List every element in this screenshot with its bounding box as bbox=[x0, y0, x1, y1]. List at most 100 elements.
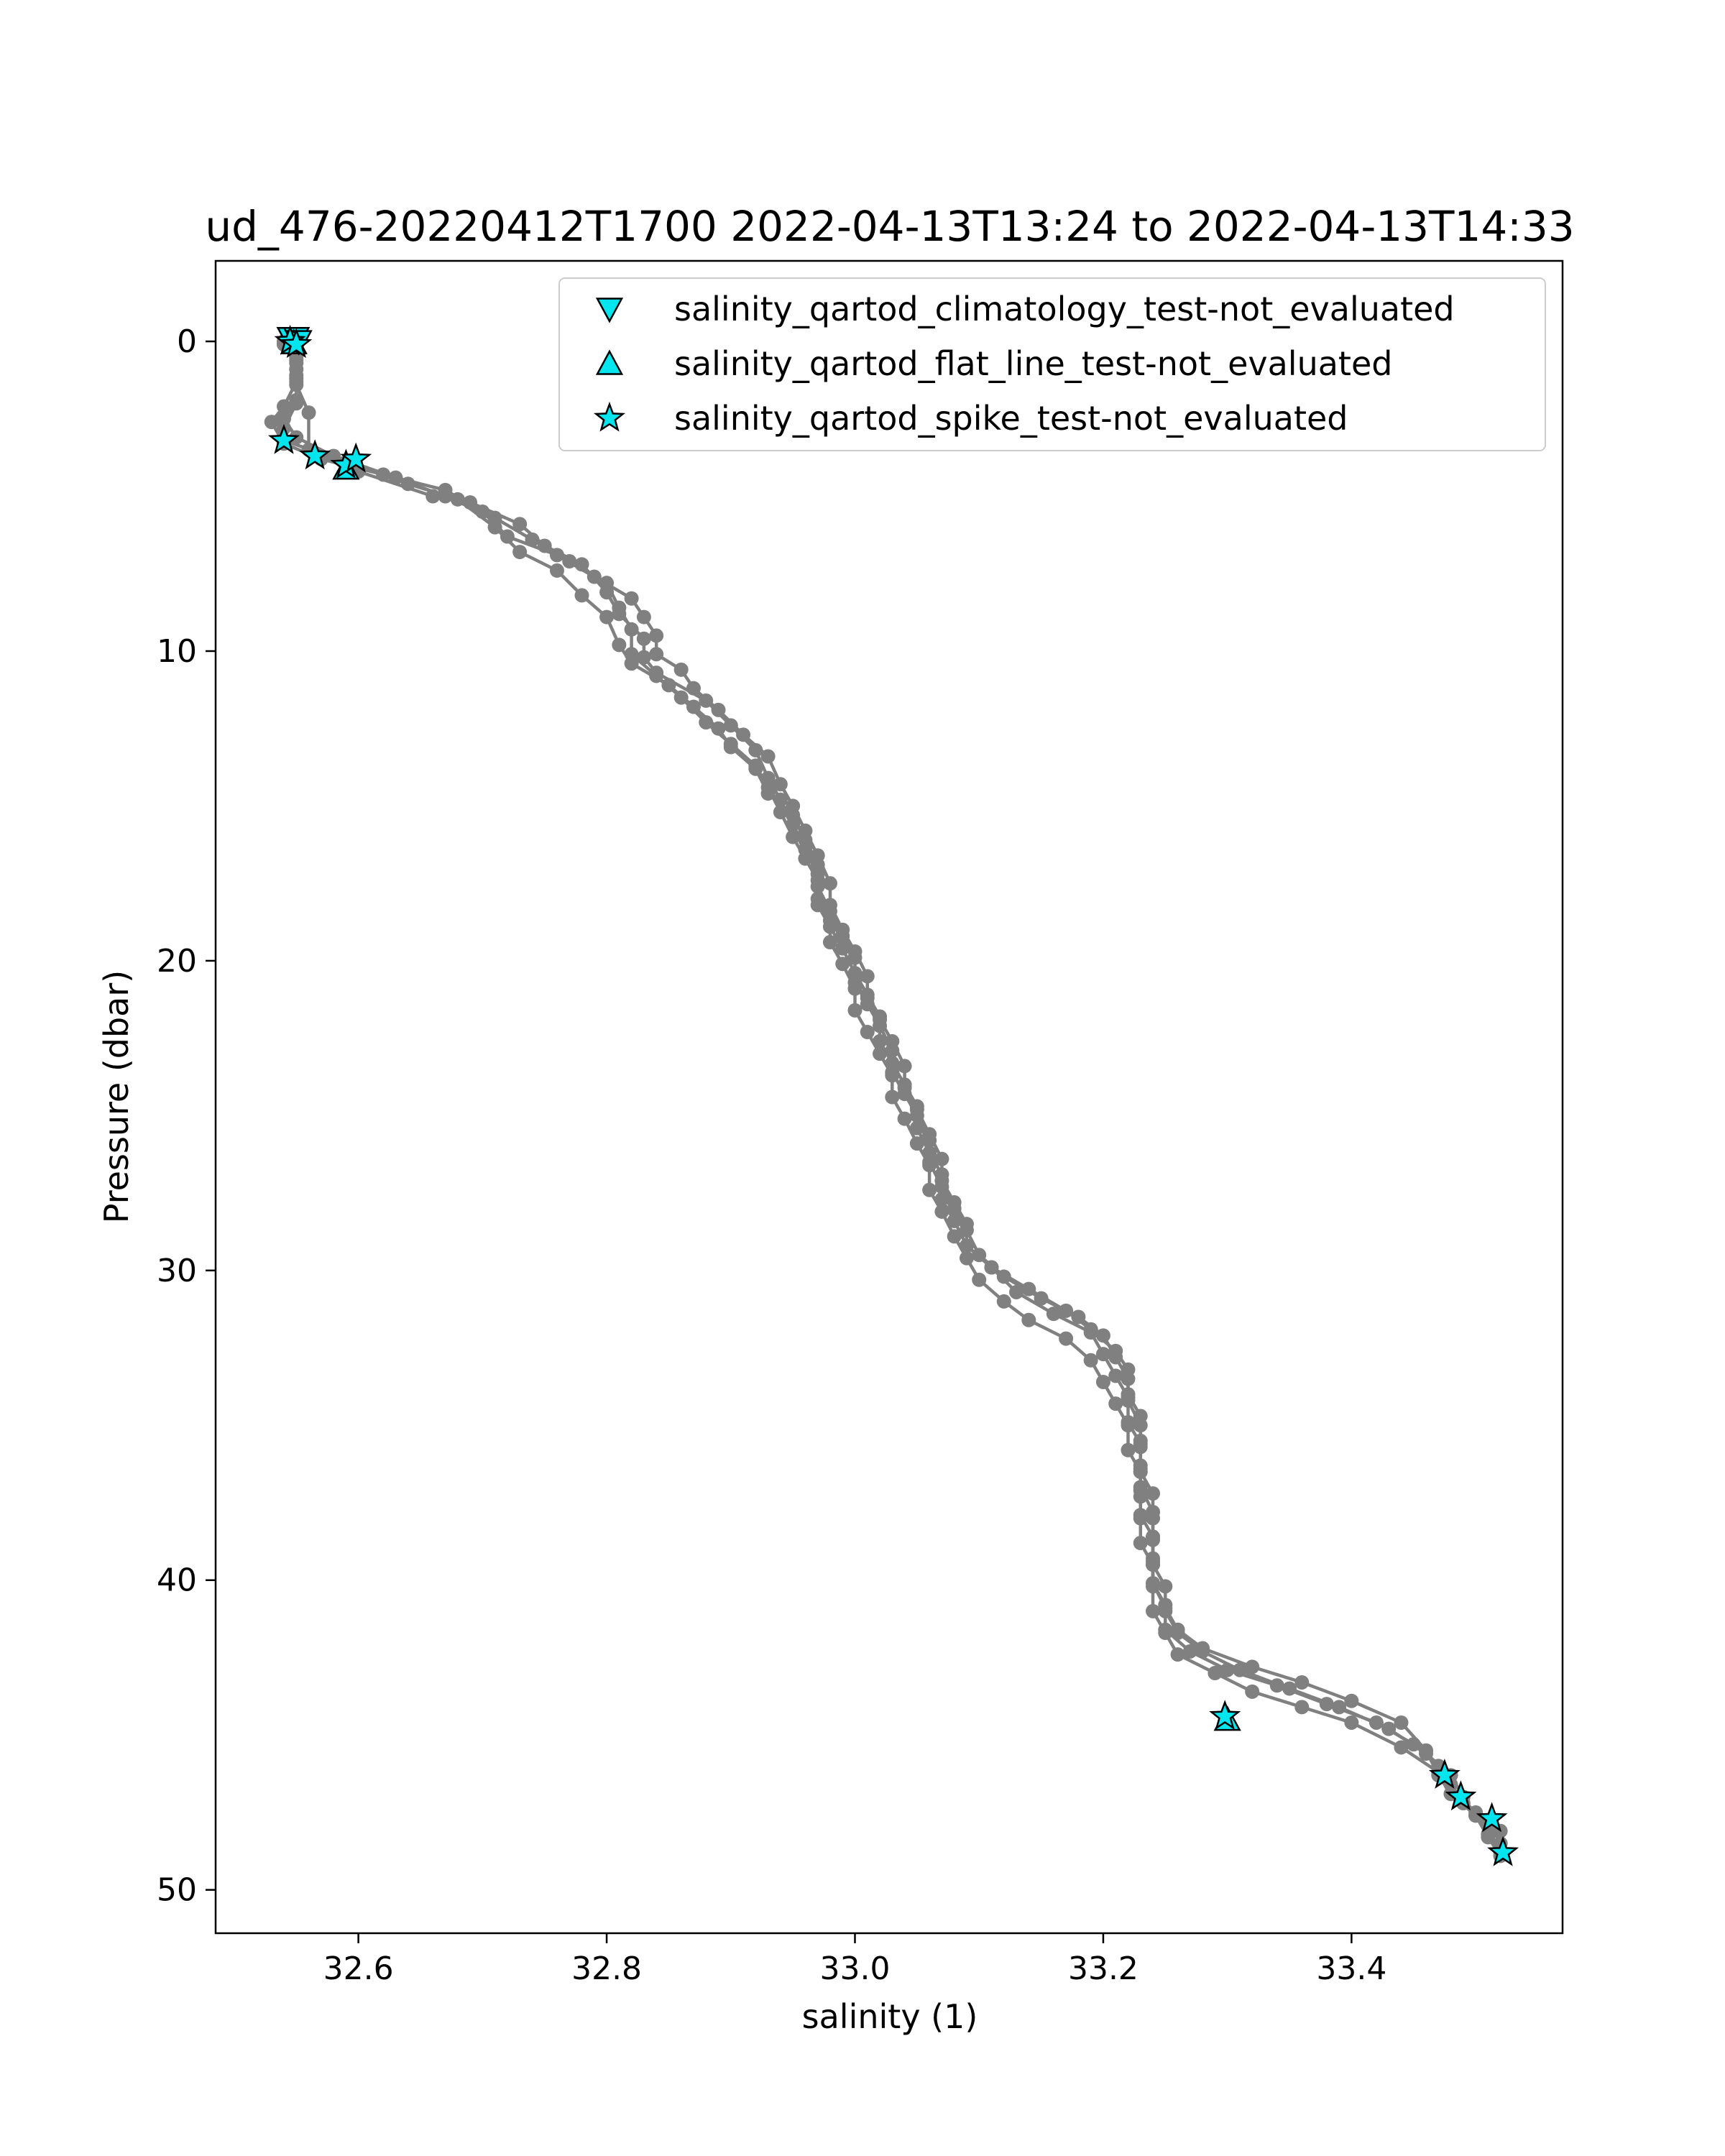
x-axis-label: salinity (1) bbox=[802, 1997, 978, 2036]
profile-point bbox=[1282, 1681, 1297, 1696]
profile-point bbox=[500, 529, 515, 544]
profile-point bbox=[835, 957, 850, 972]
profile-point bbox=[649, 628, 664, 643]
profile-point bbox=[959, 1238, 974, 1253]
legend-marker-triangle-up bbox=[595, 349, 624, 375]
y-tick-label: 0 bbox=[177, 323, 197, 360]
profile-point bbox=[860, 987, 875, 1003]
profile-point bbox=[1059, 1331, 1074, 1346]
profile-point bbox=[847, 966, 862, 981]
x-tick-label: 32.6 bbox=[323, 1950, 394, 1987]
profile-line bbox=[282, 343, 1502, 1857]
profile-point bbox=[264, 415, 279, 430]
profile-point bbox=[649, 647, 664, 662]
profile-point bbox=[810, 872, 825, 888]
profile-point bbox=[1468, 1808, 1484, 1823]
profile-point bbox=[562, 553, 577, 568]
profile-point bbox=[673, 690, 689, 705]
profile-point bbox=[512, 517, 528, 532]
profile-point bbox=[612, 637, 627, 653]
profile-point bbox=[1121, 1414, 1136, 1429]
y-axis-label: Pressure (dbar) bbox=[97, 970, 136, 1223]
profile-point bbox=[922, 1146, 937, 1161]
y-tick-label: 40 bbox=[157, 1562, 197, 1599]
profile-point bbox=[699, 715, 714, 730]
profile-point bbox=[686, 681, 701, 696]
legend-entry-label: salinity_qartod_spike_test-not_evaluated bbox=[674, 399, 1348, 438]
profile-point bbox=[748, 758, 763, 773]
profile-point bbox=[1083, 1325, 1098, 1340]
profile-point bbox=[1095, 1347, 1110, 1362]
legend-marker-star bbox=[593, 401, 626, 432]
profile-point bbox=[736, 727, 751, 742]
profile-point bbox=[686, 699, 701, 714]
profile-point bbox=[909, 1099, 924, 1114]
profile-point bbox=[549, 563, 564, 578]
y-tick-label: 30 bbox=[157, 1253, 197, 1289]
profile-point bbox=[1071, 1309, 1086, 1325]
profile-point bbox=[798, 832, 813, 847]
profile-point bbox=[301, 405, 316, 420]
profile-point bbox=[810, 898, 825, 913]
plot-area-frame bbox=[214, 259, 1564, 1935]
profile-point bbox=[1034, 1291, 1049, 1306]
profile-point bbox=[1133, 1536, 1148, 1551]
profile-point bbox=[723, 718, 738, 733]
profile-point bbox=[1108, 1350, 1123, 1365]
profile-point bbox=[1381, 1721, 1397, 1736]
profile-point bbox=[1146, 1511, 1161, 1526]
y-tick-label: 10 bbox=[157, 633, 197, 670]
profile-point bbox=[723, 737, 738, 752]
profile-point bbox=[1245, 1659, 1260, 1674]
profile-point bbox=[947, 1213, 962, 1228]
profile-point bbox=[959, 1250, 974, 1266]
profile-point bbox=[847, 1003, 862, 1018]
profile-point bbox=[1245, 1684, 1260, 1699]
profile-point bbox=[388, 470, 403, 485]
profile-point bbox=[1095, 1328, 1110, 1343]
legend-entry-label: salinity_qartod_climatology_test-not_eva… bbox=[674, 290, 1455, 328]
profile-point bbox=[847, 950, 862, 965]
profile-point bbox=[786, 829, 801, 844]
profile-point bbox=[1108, 1368, 1123, 1383]
profile-point bbox=[512, 545, 528, 560]
profile-point bbox=[909, 1120, 924, 1135]
profile-point bbox=[1095, 1374, 1110, 1389]
y-tick-label: 20 bbox=[157, 943, 197, 980]
chart-title: ud_476-20220412T1700 2022-04-13T13:24 to… bbox=[205, 202, 1574, 251]
qartod-flag-markers bbox=[268, 324, 1519, 1866]
profile-point bbox=[1195, 1641, 1210, 1656]
profile-point bbox=[786, 808, 801, 823]
profile-point bbox=[885, 1089, 900, 1105]
profile-point bbox=[996, 1294, 1011, 1309]
profile-point bbox=[1158, 1579, 1173, 1594]
profile-point bbox=[885, 1056, 900, 1071]
profile-point bbox=[822, 903, 837, 918]
profile-point bbox=[1146, 1603, 1161, 1618]
profile-point bbox=[1083, 1353, 1098, 1368]
flag-marker-star bbox=[268, 423, 300, 454]
profile-point bbox=[636, 631, 651, 646]
profile-point bbox=[649, 668, 664, 683]
profile-point bbox=[289, 368, 304, 383]
legend-entry-label: salinity_qartod_flat_line_test-not_evalu… bbox=[674, 344, 1392, 383]
profile-point bbox=[1146, 1576, 1161, 1591]
profile-point bbox=[822, 876, 837, 891]
profile-point bbox=[1133, 1437, 1148, 1452]
profile-point bbox=[1332, 1700, 1347, 1715]
profile-point bbox=[711, 702, 726, 717]
profile-point bbox=[1158, 1600, 1173, 1616]
profile-point bbox=[438, 489, 453, 504]
profile-point bbox=[1182, 1644, 1197, 1659]
profile-point bbox=[1294, 1674, 1310, 1690]
profile-point bbox=[1170, 1647, 1185, 1662]
profile-point bbox=[1294, 1700, 1310, 1715]
profile-point bbox=[1121, 1390, 1136, 1405]
legend: salinity_qartod_climatology_test-not_eva… bbox=[558, 277, 1546, 451]
profile-point bbox=[1146, 1486, 1161, 1501]
profile-point bbox=[276, 399, 291, 414]
profile-point bbox=[1394, 1740, 1409, 1755]
profile-point bbox=[959, 1222, 974, 1238]
profile-point bbox=[1394, 1715, 1409, 1730]
profile-point bbox=[909, 1136, 924, 1151]
